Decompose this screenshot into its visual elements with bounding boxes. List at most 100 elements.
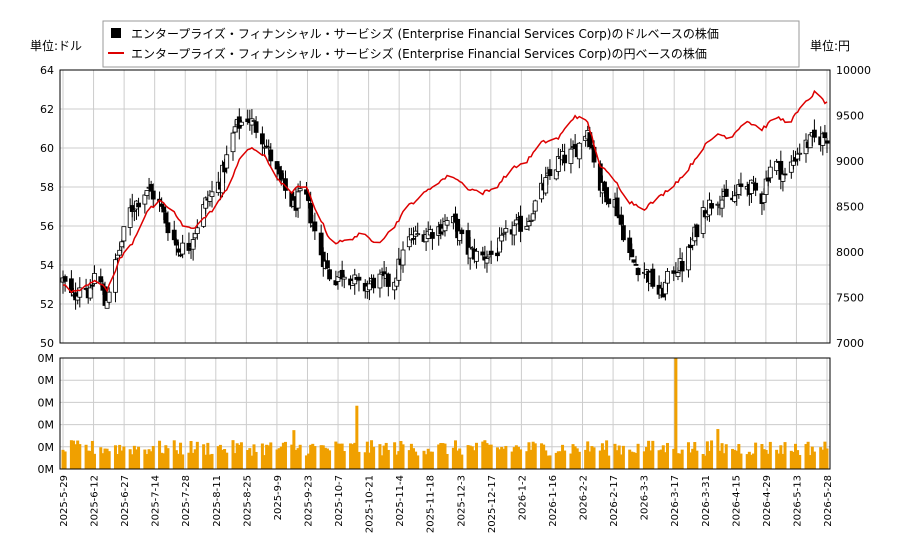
candle-body (715, 203, 721, 206)
price-tick-label: 52 (40, 298, 54, 311)
volume-bar (569, 453, 573, 469)
price-tick-label: 62 (40, 103, 54, 116)
volume-bar (466, 445, 470, 469)
candle-body (753, 182, 759, 191)
volume-bar (781, 453, 785, 469)
volume-bar (600, 443, 604, 469)
candle-body (430, 232, 435, 239)
volume-bar (525, 451, 529, 469)
volume-bar (733, 449, 737, 469)
candle-body (98, 276, 104, 283)
volume-bar (775, 449, 779, 469)
volume-bars (61, 358, 829, 469)
candle-body (614, 197, 620, 217)
candle-body (178, 254, 183, 257)
volume-bar (718, 450, 722, 469)
candle-body (807, 134, 813, 149)
volume-bar (372, 446, 376, 469)
volume-bar (540, 443, 544, 469)
date-tick-label: 2026-3-3 (640, 475, 651, 520)
candle-body (266, 146, 272, 149)
volume-bar (825, 448, 829, 469)
volume-bar (424, 454, 428, 469)
volume-bar (166, 448, 170, 469)
volume-bar (151, 445, 155, 469)
volume-bar (445, 453, 449, 469)
candle-body (239, 121, 244, 126)
candle-body (503, 228, 509, 233)
candle-body (444, 220, 450, 226)
volume-bar (806, 441, 810, 469)
candle-body (633, 264, 639, 266)
candle-body (295, 191, 301, 209)
candle-body (631, 259, 637, 263)
candle-body (83, 288, 89, 290)
volume-bar (204, 454, 208, 469)
volume-tick-label: 0M (38, 463, 55, 476)
volume-bar (254, 451, 258, 469)
candle-body (767, 166, 773, 179)
volume-bar (277, 448, 281, 469)
volume-bar (101, 453, 105, 469)
volume-bar (269, 442, 273, 469)
volume-tick-label: 0M (38, 419, 55, 432)
volume-bar (294, 449, 298, 469)
volume-bar (351, 444, 355, 469)
date-tick-label: 2026-3-17 (670, 475, 681, 527)
volume-bar (275, 449, 279, 469)
volume-bar (615, 450, 619, 469)
volume-bar (202, 444, 206, 469)
volume-bar (657, 450, 661, 469)
volume-bar (590, 446, 594, 469)
volume-bar (88, 450, 92, 469)
candle-body (192, 233, 198, 239)
volume-bar (500, 446, 504, 469)
volume-bar (495, 447, 499, 469)
volume-bar (61, 449, 65, 469)
volume-bar (103, 448, 107, 469)
candle-body (232, 126, 238, 133)
volume-bar (470, 446, 474, 469)
volume-bar (672, 448, 676, 469)
candle-body (480, 251, 486, 256)
volume-bar (239, 442, 243, 469)
volume-bar (76, 440, 80, 469)
yen-tick-label: 9500 (836, 110, 864, 123)
volume-bar (86, 450, 90, 469)
volume-bar (481, 441, 485, 469)
candle-body (650, 268, 656, 287)
volume-bar (747, 451, 751, 469)
volume-bar (584, 449, 588, 469)
volume-bar (739, 453, 743, 469)
volume-bar (122, 446, 126, 469)
volume-bar (134, 449, 138, 469)
volume-bar (149, 451, 153, 469)
date-tick-label: 2025-6-27 (120, 475, 131, 527)
volume-bar (791, 451, 795, 469)
candle-body (131, 210, 137, 212)
volume-bar (158, 440, 162, 469)
date-tick-label: 2025-8-11 (212, 475, 223, 527)
candle-body (194, 227, 200, 234)
volume-bar (605, 440, 609, 469)
candle-body (173, 239, 179, 246)
volume-bar (63, 451, 67, 469)
volume-bar (456, 450, 460, 469)
volume-bar (745, 454, 749, 469)
yen-tick-label: 8000 (836, 246, 864, 259)
candle-body (484, 258, 490, 264)
candle-body (822, 132, 828, 139)
volume-bar (409, 443, 413, 469)
date-tick-label: 2026-4-29 (762, 475, 773, 527)
volume-bar (663, 452, 667, 469)
volume-bar (794, 443, 798, 469)
volume-bar (498, 449, 502, 469)
candle-body (635, 267, 641, 276)
yen-axis-ticks: 7000 7500 8000 8500 9000 9500 10000 (836, 64, 871, 350)
volume-bar (542, 444, 546, 469)
volume-bar (298, 444, 302, 469)
volume-bar (598, 450, 602, 469)
candle-body (249, 118, 255, 126)
volume-bar (487, 444, 491, 469)
volume-bar (92, 453, 96, 469)
